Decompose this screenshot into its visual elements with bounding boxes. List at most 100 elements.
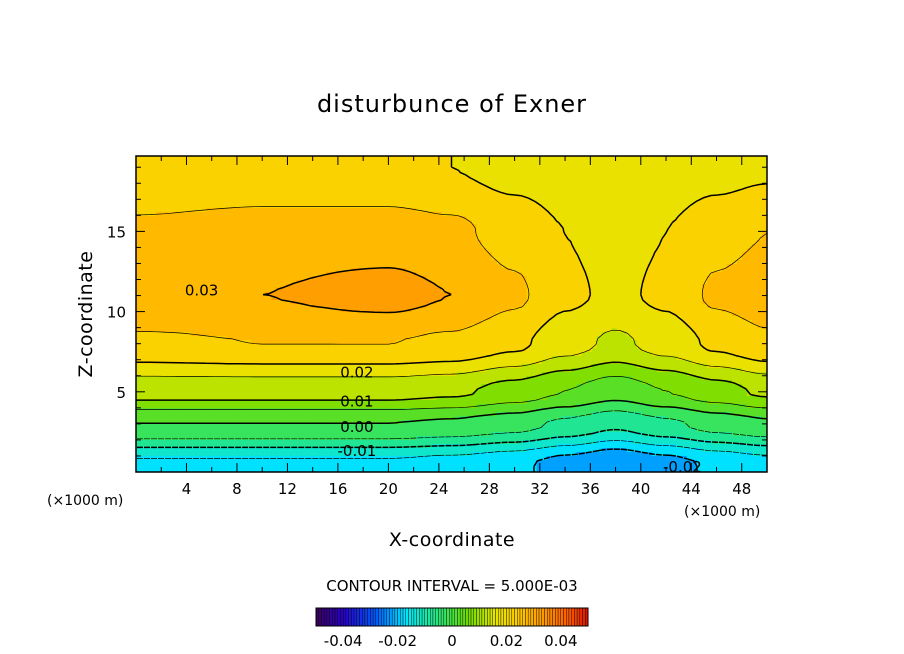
heatmap-cell xyxy=(726,224,733,229)
heatmap-cell xyxy=(431,272,438,277)
heatmap-cell xyxy=(581,172,588,177)
heatmap-cell xyxy=(761,304,767,309)
heatmap-cell xyxy=(241,256,247,261)
heatmap-cell xyxy=(676,264,683,269)
heatmap-cell xyxy=(556,192,563,197)
heatmap-cell xyxy=(601,236,608,241)
heatmap-cell xyxy=(481,312,488,317)
heatmap-cell xyxy=(196,276,202,281)
heatmap-cell xyxy=(551,284,558,289)
heatmap-cell xyxy=(241,180,247,185)
heatmap-cell xyxy=(216,244,222,249)
heatmap-cell xyxy=(141,244,147,249)
heatmap-cell xyxy=(566,228,573,233)
heatmap-cell xyxy=(291,244,297,249)
heatmap-cell xyxy=(141,208,147,213)
heatmap-cell xyxy=(491,248,498,253)
heatmap-cell xyxy=(371,188,377,193)
heatmap-cell xyxy=(571,208,578,213)
heatmap-cell xyxy=(711,212,718,217)
heatmap-cell xyxy=(181,304,187,309)
heatmap-cell xyxy=(231,224,237,229)
heatmap-cell xyxy=(606,200,613,205)
heatmap-cell xyxy=(611,164,618,169)
heatmap-cell xyxy=(496,196,503,201)
heatmap-cell xyxy=(226,228,232,233)
heatmap-cell xyxy=(601,180,608,185)
heatmap-cell xyxy=(251,184,257,189)
heatmap-cell xyxy=(731,168,738,173)
heatmap-cell xyxy=(156,204,162,209)
heatmap-cell xyxy=(191,196,197,201)
heatmap-cell xyxy=(551,176,558,181)
heatmap-cell xyxy=(361,304,367,309)
heatmap-cell xyxy=(711,260,718,265)
heatmap-cell xyxy=(456,276,463,281)
heatmap-cell xyxy=(446,188,453,193)
heatmap-cell xyxy=(241,192,247,197)
heatmap-cell xyxy=(616,204,623,209)
heatmap-cell xyxy=(636,248,643,253)
heatmap-cell xyxy=(141,288,147,293)
heatmap-cell xyxy=(481,192,488,197)
heatmap-cell xyxy=(581,188,588,193)
heatmap-cell xyxy=(571,296,578,301)
heatmap-cell xyxy=(501,224,508,229)
heatmap-cell xyxy=(191,184,197,189)
heatmap-cell xyxy=(486,268,493,273)
heatmap-cell xyxy=(261,260,267,265)
heatmap-cell xyxy=(361,220,367,225)
heatmap-cell xyxy=(756,272,763,277)
heatmap-cell xyxy=(176,232,182,237)
heatmap-cell xyxy=(136,232,142,237)
heatmap-cell xyxy=(696,264,703,269)
heatmap-cell xyxy=(326,232,332,237)
heatmap-cell xyxy=(366,160,372,165)
heatmap-cell xyxy=(306,168,312,173)
heatmap-cell xyxy=(426,156,433,161)
heatmap-cell xyxy=(226,232,232,237)
heatmap-cell xyxy=(171,160,177,165)
heatmap-cell xyxy=(186,312,192,317)
heatmap-cell xyxy=(431,280,438,285)
heatmap-cell xyxy=(621,192,628,197)
heatmap-cell xyxy=(751,184,758,189)
heatmap-cell xyxy=(476,172,483,177)
heatmap-cell xyxy=(241,244,247,249)
heatmap-cell xyxy=(356,200,362,205)
heatmap-cell xyxy=(506,256,513,261)
heatmap-cell xyxy=(546,180,553,185)
heatmap-cell xyxy=(326,216,332,221)
heatmap-cell xyxy=(566,184,573,189)
heatmap-cell xyxy=(446,208,453,213)
heatmap-cell xyxy=(271,252,277,257)
heatmap-cell xyxy=(451,296,458,301)
heatmap-cell xyxy=(661,244,668,249)
heatmap-cell xyxy=(726,240,733,245)
heatmap-cell xyxy=(601,244,608,249)
heatmap-cell xyxy=(711,288,718,293)
heatmap-cell xyxy=(201,156,207,161)
heatmap-cell xyxy=(356,224,362,229)
heatmap-cell xyxy=(216,288,222,293)
heatmap-cell xyxy=(206,232,212,237)
heatmap-cell xyxy=(631,160,638,165)
heatmap-cell xyxy=(631,296,638,301)
heatmap-cell xyxy=(306,292,312,297)
heatmap-cell xyxy=(321,308,327,313)
heatmap-cell xyxy=(276,192,282,197)
heatmap-cell xyxy=(431,304,438,309)
heatmap-cell xyxy=(256,220,262,225)
heatmap-cell xyxy=(531,268,538,273)
heatmap-cell xyxy=(471,200,478,205)
heatmap-cell xyxy=(546,188,553,193)
heatmap-cell xyxy=(556,200,563,205)
heatmap-cell xyxy=(601,288,608,293)
heatmap-cell xyxy=(381,292,387,297)
heatmap-cell xyxy=(181,220,187,225)
heatmap-cell xyxy=(666,216,673,221)
heatmap-cell xyxy=(266,268,272,273)
heatmap-cell xyxy=(286,180,292,185)
heatmap-cell xyxy=(401,204,408,209)
heatmap-cell xyxy=(331,308,337,313)
